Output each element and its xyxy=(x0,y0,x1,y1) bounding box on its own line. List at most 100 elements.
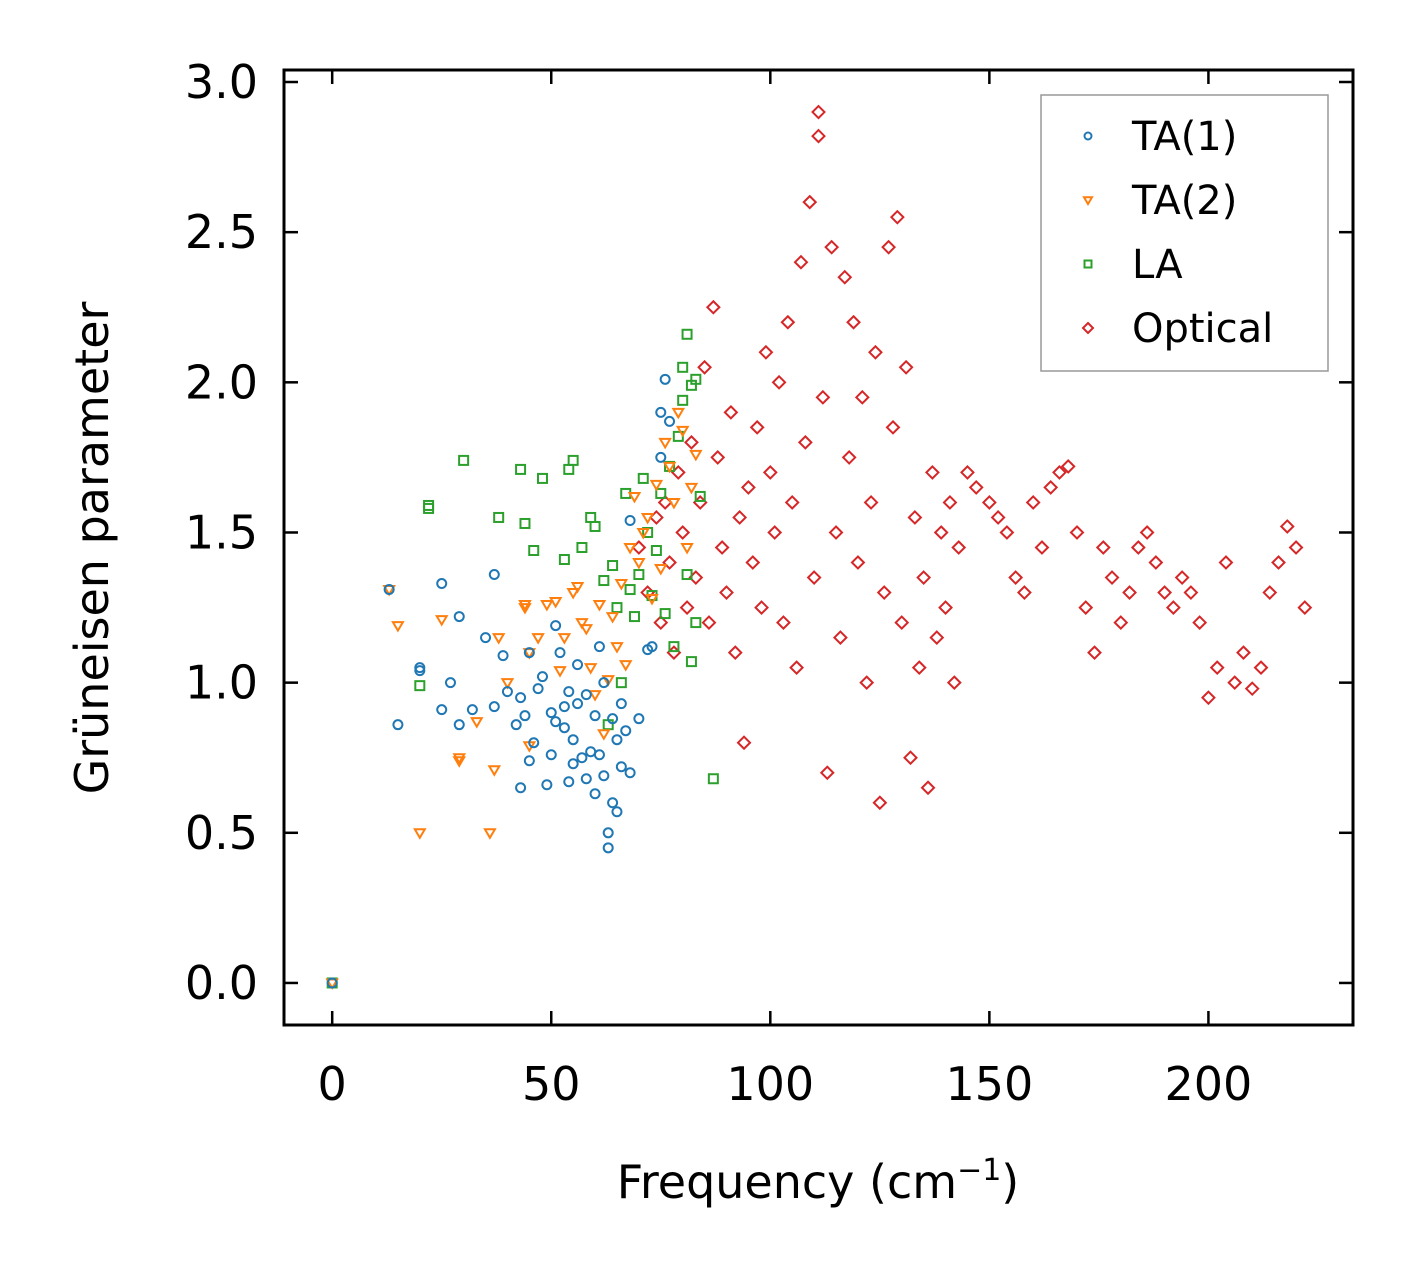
data-point xyxy=(758,344,774,360)
data-point xyxy=(1174,570,1190,585)
data-point xyxy=(664,415,676,427)
data-point xyxy=(563,686,575,698)
data-point xyxy=(662,461,677,474)
data-point xyxy=(536,671,548,683)
data-point xyxy=(383,584,395,596)
data-point xyxy=(491,633,506,645)
data-point xyxy=(911,660,927,676)
data-point xyxy=(518,603,532,615)
data-point xyxy=(610,642,624,654)
data-point xyxy=(589,520,601,532)
data-point xyxy=(598,677,610,689)
data-point xyxy=(719,585,734,600)
data-point xyxy=(528,545,540,557)
data-point xyxy=(493,511,505,523)
data-point xyxy=(1262,585,1278,600)
data-point xyxy=(999,525,1015,540)
series-ta-2 xyxy=(325,407,703,990)
data-point xyxy=(545,749,557,761)
data-point xyxy=(1271,555,1286,570)
data-point xyxy=(611,734,623,746)
data-point xyxy=(1253,660,1269,676)
data-point xyxy=(655,487,667,499)
data-point xyxy=(1060,459,1076,474)
data-point xyxy=(819,765,835,781)
data-point xyxy=(572,698,584,710)
data-point xyxy=(894,615,910,630)
data-point xyxy=(697,359,713,375)
data-point xyxy=(598,770,610,782)
data-point xyxy=(740,480,756,495)
data-point xyxy=(607,713,619,725)
data-point xyxy=(679,600,695,615)
x-tick-label: 50 xyxy=(522,1057,581,1111)
x-axis-ticks: 0 50 100 150 200 xyxy=(318,70,1252,1111)
data-point xyxy=(453,611,465,623)
data-point xyxy=(597,729,611,741)
data-point xyxy=(618,660,633,672)
data-point xyxy=(550,716,562,728)
y-tick-label: 2.0 xyxy=(185,355,258,409)
data-point xyxy=(1008,570,1024,585)
data-point xyxy=(536,472,548,484)
data-point xyxy=(592,600,607,612)
data-point xyxy=(1078,600,1094,615)
data-point xyxy=(470,717,484,729)
data-point xyxy=(589,788,601,800)
data-point xyxy=(684,434,699,450)
data-point xyxy=(541,779,553,791)
data-point xyxy=(589,710,601,722)
legend: TA(1) TA(2) LA Optical xyxy=(1040,94,1329,372)
data-point xyxy=(689,449,703,462)
data-point xyxy=(615,698,627,710)
data-point xyxy=(868,344,883,360)
data-point xyxy=(588,690,602,702)
data-point xyxy=(497,650,509,662)
data-point xyxy=(452,753,466,765)
data-point xyxy=(515,463,527,475)
data-point xyxy=(929,630,945,646)
data-point xyxy=(951,540,967,555)
legend-marker xyxy=(1083,259,1093,269)
data-point xyxy=(659,608,671,620)
data-point xyxy=(466,704,478,716)
data-point xyxy=(859,675,875,691)
data-point xyxy=(802,194,818,210)
y-tick-label: 1.5 xyxy=(185,505,258,559)
data-point xyxy=(736,735,752,751)
data-point xyxy=(797,434,813,450)
data-point xyxy=(710,449,726,465)
data-point xyxy=(640,512,655,525)
data-point xyxy=(607,797,619,809)
data-point xyxy=(623,543,637,555)
data-marks xyxy=(325,104,1313,990)
data-point xyxy=(558,554,570,566)
legend-label: LA xyxy=(1132,242,1183,288)
data-point xyxy=(624,514,636,526)
y-axis-ticks: 0.0 0.5 1.0 1.5 2.0 2.5 3.0 xyxy=(185,55,1353,1010)
data-point xyxy=(881,239,897,255)
data-point xyxy=(872,795,888,811)
data-point xyxy=(677,394,689,406)
data-point xyxy=(624,767,636,779)
data-point xyxy=(876,585,892,600)
data-point xyxy=(771,374,787,390)
data-point xyxy=(531,633,545,645)
data-point xyxy=(632,558,646,570)
data-point xyxy=(767,525,783,540)
data-point xyxy=(528,737,540,749)
data-point xyxy=(1157,585,1173,600)
data-point xyxy=(1130,540,1146,555)
data-point xyxy=(1034,540,1050,555)
data-point xyxy=(793,254,809,270)
data-point xyxy=(677,361,689,373)
data-point xyxy=(903,750,918,766)
data-point xyxy=(942,495,958,510)
data-point xyxy=(458,454,470,466)
data-point xyxy=(453,719,465,731)
data-point xyxy=(519,710,531,722)
data-point xyxy=(668,641,680,653)
data-point xyxy=(837,269,853,285)
y-tick-label: 0.5 xyxy=(185,806,258,860)
data-point xyxy=(392,719,404,731)
